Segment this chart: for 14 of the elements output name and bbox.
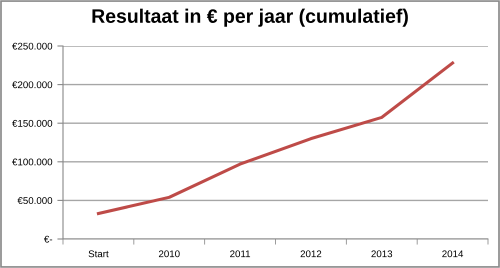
x-tick-label: 2012 bbox=[300, 250, 322, 258]
y-tick-label: €50.000 bbox=[18, 197, 52, 204]
y-tick-label: €200.000 bbox=[12, 81, 52, 88]
x-tick-label: Start bbox=[88, 250, 109, 258]
x-tick-label: 2011 bbox=[230, 250, 250, 258]
chart-title: Resultaat in € per jaar (cumulatief) bbox=[92, 8, 408, 27]
y-tick-label: €- bbox=[44, 236, 52, 243]
y-tick-label: €100.000 bbox=[12, 158, 52, 166]
x-tick-label: 2010 bbox=[158, 250, 180, 258]
line-series bbox=[96, 61, 454, 216]
y-tick-label: €150.000 bbox=[12, 120, 52, 127]
x-tick-label: 2013 bbox=[371, 250, 392, 258]
y-tick-label: €250.000 bbox=[12, 42, 52, 50]
x-tick-label: 2014 bbox=[442, 250, 464, 258]
